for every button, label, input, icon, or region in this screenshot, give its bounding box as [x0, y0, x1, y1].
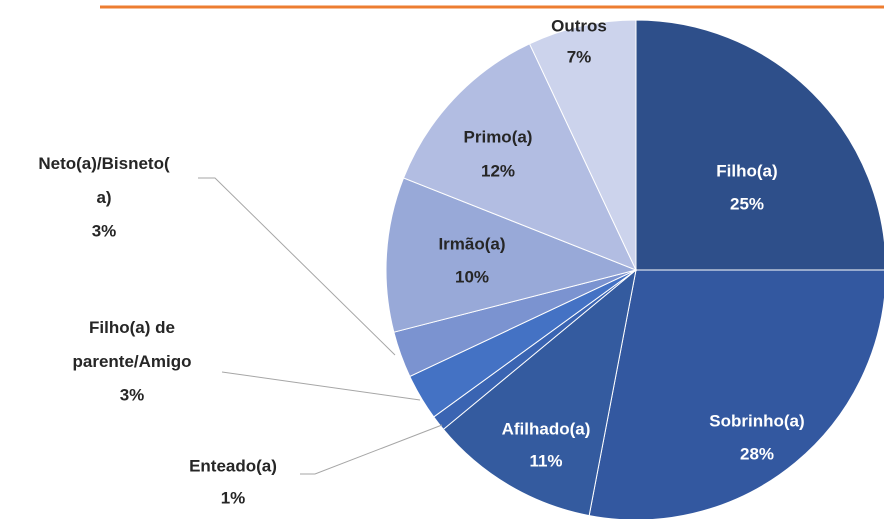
leader-line — [198, 177, 396, 356]
slice-label: Irmão(a) — [438, 234, 505, 253]
leader-line — [221, 371, 421, 401]
leader-line — [300, 424, 443, 475]
slice-label: Filho(a) — [716, 161, 777, 180]
slice-value-label: 25% — [730, 194, 764, 213]
slice-label: Enteado(a) — [189, 456, 277, 475]
slice-value-label: 1% — [221, 488, 246, 507]
slice-value-label: 11% — [529, 451, 562, 470]
slice-value-label: 28% — [740, 444, 774, 463]
pie-slice — [385, 177, 638, 333]
slice-label: Neto(a)/Bisneto(a) — [38, 154, 170, 207]
slice-value-label: 7% — [567, 47, 592, 66]
slice-label: Filho(a) de parente/Amigo — [72, 318, 191, 371]
pie-slice — [528, 19, 637, 271]
pie-slice — [635, 19, 884, 271]
slice-value-label: 10% — [455, 267, 489, 286]
slice-value-label: 3% — [92, 221, 117, 240]
slice-label: Primo(a) — [464, 127, 533, 146]
pie-slice — [442, 268, 637, 517]
slice-label: Sobrinho(a) — [709, 411, 804, 430]
pie-slice — [588, 269, 884, 519]
slice-label: Afilhado(a) — [502, 419, 591, 438]
slice-value-label: 12% — [481, 161, 515, 180]
slice-label: Outros — [551, 16, 607, 35]
pie-slice — [402, 43, 637, 271]
slice-value-label: 3% — [120, 385, 145, 404]
